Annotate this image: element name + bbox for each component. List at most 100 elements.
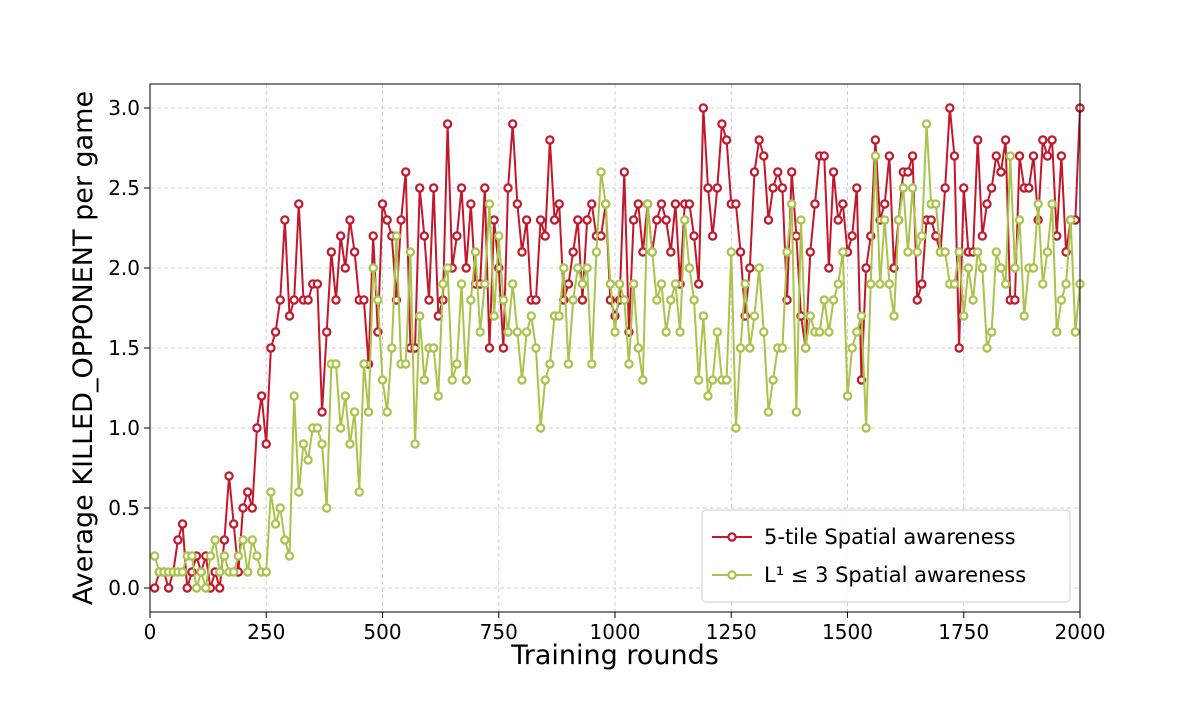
data-point xyxy=(349,247,360,257)
data-point xyxy=(266,487,276,497)
data-point xyxy=(1024,183,1034,193)
data-point xyxy=(568,247,578,257)
data-point xyxy=(396,215,406,225)
data-point xyxy=(833,215,843,225)
data-point xyxy=(866,279,876,289)
data-point xyxy=(838,247,848,257)
data-point xyxy=(661,327,671,337)
data-point xyxy=(810,199,820,209)
data-point xyxy=(568,295,578,305)
data-point xyxy=(484,343,495,353)
data-point xyxy=(870,135,881,145)
y-tick-label: 2.5 xyxy=(108,176,140,200)
data-point xyxy=(977,231,988,241)
data-point xyxy=(405,247,416,257)
data-point xyxy=(280,215,290,225)
data-point xyxy=(684,199,695,209)
data-point xyxy=(796,215,806,225)
data-point xyxy=(1038,279,1048,289)
data-point xyxy=(638,375,648,385)
data-point xyxy=(940,247,950,257)
data-point xyxy=(1028,151,1039,161)
data-point xyxy=(689,231,699,241)
data-point xyxy=(554,199,564,209)
data-point xyxy=(215,583,225,593)
data-point xyxy=(1056,151,1067,161)
data-point xyxy=(270,327,281,337)
data-point xyxy=(573,263,583,273)
data-point xyxy=(182,583,192,593)
data-point xyxy=(991,151,1002,161)
data-point xyxy=(317,439,327,449)
data-point xyxy=(768,375,778,385)
data-point xyxy=(791,407,802,417)
data-point xyxy=(587,199,597,209)
data-point xyxy=(731,199,741,209)
data-point xyxy=(517,375,527,385)
data-point xyxy=(294,487,304,497)
data-point xyxy=(670,279,681,289)
data-point xyxy=(973,247,983,257)
data-point xyxy=(633,343,643,353)
data-point xyxy=(312,423,323,433)
data-point xyxy=(238,535,248,545)
data-point xyxy=(656,199,667,209)
x-tick-label: 750 xyxy=(480,620,518,644)
data-point xyxy=(614,279,625,289)
data-point xyxy=(456,279,467,289)
data-point xyxy=(982,199,992,209)
data-point xyxy=(647,247,657,257)
data-point xyxy=(1065,215,1076,225)
data-point xyxy=(619,167,630,177)
data-point xyxy=(242,567,253,577)
data-point xyxy=(852,183,862,193)
data-point xyxy=(959,311,969,321)
data-point xyxy=(703,183,713,193)
data-point xyxy=(684,263,695,273)
y-tick-label: 3.0 xyxy=(108,96,140,120)
data-point xyxy=(652,215,662,225)
y-tick-label: 1.0 xyxy=(108,416,140,440)
data-point xyxy=(954,247,964,257)
data-point xyxy=(731,423,741,433)
data-point xyxy=(247,503,257,513)
data-point xyxy=(619,295,630,305)
data-point xyxy=(661,215,671,225)
data-point xyxy=(233,551,244,561)
y-tick-label: 2.0 xyxy=(108,256,140,280)
data-point xyxy=(824,263,834,273)
legend-box xyxy=(701,509,1071,603)
data-point xyxy=(893,215,904,225)
data-point xyxy=(601,199,611,209)
data-point xyxy=(461,375,471,385)
data-point xyxy=(303,295,313,305)
data-point xyxy=(503,183,513,193)
data-point xyxy=(335,231,346,241)
data-point xyxy=(512,327,523,337)
y-axis-label: Average KILLED_OPPONENT per game xyxy=(68,91,99,605)
data-point xyxy=(675,327,685,337)
data-point xyxy=(401,359,411,369)
data-point xyxy=(838,199,848,209)
legend-label: 5-tile Spatial awareness xyxy=(764,525,1016,549)
data-point xyxy=(475,327,485,337)
data-point xyxy=(582,263,592,273)
data-point xyxy=(345,439,355,449)
data-point xyxy=(335,423,346,433)
data-point xyxy=(735,343,746,353)
data-point xyxy=(884,151,895,161)
data-point xyxy=(452,231,462,241)
data-point xyxy=(707,231,718,241)
legend-label: L¹ ≤ 3 Spatial awareness xyxy=(764,563,1026,587)
data-point xyxy=(480,279,490,289)
data-point xyxy=(461,263,471,273)
data-point xyxy=(340,391,350,401)
data-point xyxy=(242,487,253,497)
data-point xyxy=(484,199,495,209)
data-point xyxy=(224,471,234,481)
data-point xyxy=(828,295,839,305)
data-point xyxy=(889,311,899,321)
data-point xyxy=(498,295,509,305)
data-point xyxy=(898,183,909,193)
plot-frame xyxy=(149,83,1081,613)
